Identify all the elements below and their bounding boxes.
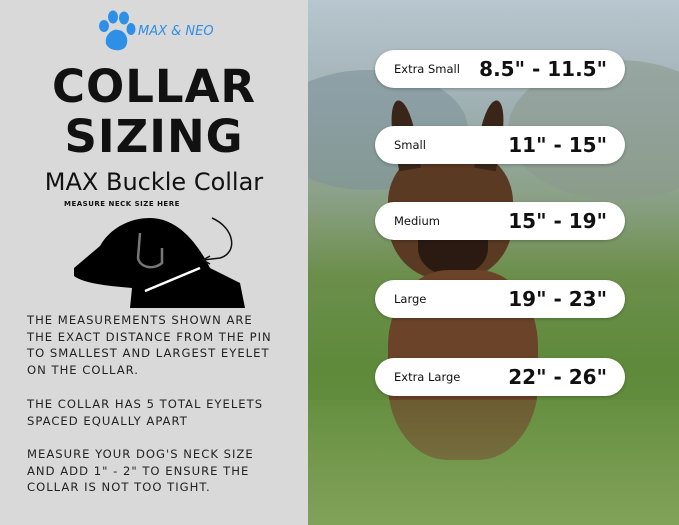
size-range: 11" - 15" <box>508 133 607 157</box>
title-line-2: SIZING <box>64 110 244 163</box>
note-2: THE COLLAR HAS 5 TOTAL EYELETS SPACED EQU… <box>27 397 264 428</box>
brand-logo: MAX & NEO <box>96 10 214 52</box>
size-name: Extra Small <box>394 62 460 76</box>
title-line-1: COLLAR <box>51 60 257 113</box>
product-subtitle: MAX Buckle Collar <box>44 168 264 196</box>
size-name: Small <box>394 138 426 152</box>
info-panel: MAX & NEO COLLAR SIZING MAX Buckle Colla… <box>0 0 308 525</box>
size-range: 15" - 19" <box>508 209 607 233</box>
size-row-small: Small 11" - 15" <box>375 126 625 164</box>
size-row-extra-large: Extra Large 22" - 26" <box>375 358 625 396</box>
size-range: 8.5" - 11.5" <box>479 57 607 81</box>
size-row-medium: Medium 15" - 19" <box>375 202 625 240</box>
size-range: 22" - 26" <box>508 365 607 389</box>
size-name: Large <box>394 292 427 306</box>
note-1: THE MEASUREMENTS SHOWN ARE THE EXACT DIST… <box>27 313 272 378</box>
size-row-extra-small: Extra Small 8.5" - 11.5" <box>375 50 625 88</box>
size-row-large: Large 19" - 23" <box>375 280 625 318</box>
dog-silhouette-diagram <box>74 217 245 308</box>
paw-icon <box>99 10 136 51</box>
measure-label: MEASURE NECK SIZE HERE <box>64 200 180 208</box>
size-name: Extra Large <box>394 370 461 384</box>
note-3: MEASURE YOUR DOG'S NECK SIZE AND ADD 1" -… <box>27 447 254 495</box>
size-name: Medium <box>394 214 440 228</box>
brand-name: MAX & NEO <box>138 23 214 39</box>
size-range: 19" - 23" <box>508 287 607 311</box>
